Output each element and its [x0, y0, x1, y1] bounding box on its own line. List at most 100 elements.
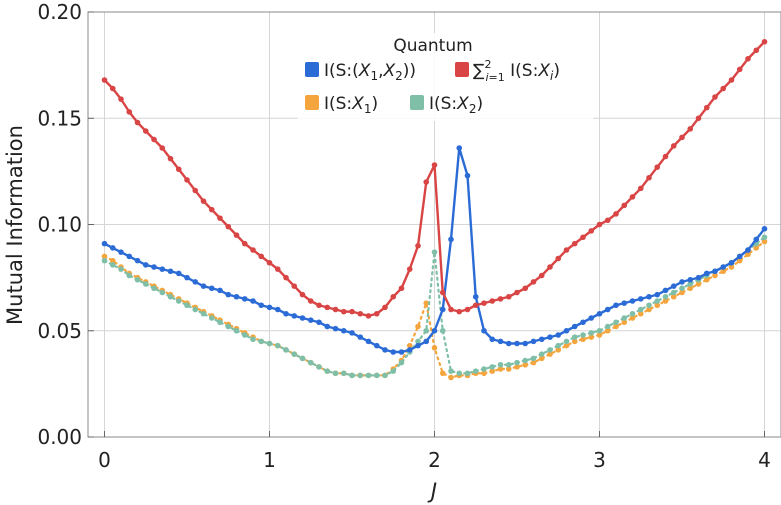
data-point: [439, 327, 446, 334]
data-point: [126, 272, 133, 279]
data-point: [654, 298, 661, 304]
data-point: [448, 236, 454, 243]
data-point: [596, 332, 603, 338]
data-point: [621, 202, 628, 209]
data-point: [571, 334, 578, 340]
data-point: [588, 315, 595, 321]
legend-label-sum: ∑2 i=1 I(S:Xi): [473, 58, 560, 84]
data-point: [118, 96, 124, 102]
data-point: [596, 221, 603, 228]
data-point: [151, 285, 157, 292]
data-point: [324, 323, 331, 330]
data-point: [118, 249, 124, 255]
data-point: [547, 347, 553, 353]
data-point: [555, 342, 562, 349]
data-point: [340, 370, 347, 377]
data-point: [712, 272, 718, 279]
data-point: [349, 330, 355, 336]
x-tick-label: 1: [263, 448, 276, 472]
data-point: [679, 134, 685, 141]
data-point: [761, 234, 768, 241]
data-point: [423, 179, 430, 185]
data-point: [580, 234, 586, 241]
data-point: [274, 342, 281, 349]
x-tick-label: 4: [758, 448, 771, 472]
data-point: [398, 359, 405, 366]
data-point: [563, 247, 570, 253]
data-point: [200, 198, 207, 204]
data-point: [588, 334, 595, 340]
legend-swatch-x1: [305, 95, 319, 110]
x-tick-label: 0: [98, 448, 111, 472]
data-point: [604, 306, 611, 313]
data-point: [274, 306, 281, 313]
data-point: [258, 253, 265, 260]
data-point: [258, 302, 265, 309]
data-point: [464, 306, 471, 313]
data-point: [167, 293, 174, 300]
data-point: [324, 368, 331, 374]
data-point: [596, 310, 603, 317]
data-point: [604, 327, 611, 334]
data-point: [563, 338, 570, 345]
data-point: [373, 342, 380, 349]
x-axis-ticks: 0 1 2 3 4: [98, 431, 771, 472]
data-point: [233, 327, 240, 334]
data-point: [208, 285, 215, 292]
data-point: [604, 217, 611, 224]
data-point: [522, 340, 529, 347]
data-point: [629, 298, 636, 304]
data-point: [745, 247, 751, 253]
data-point: [522, 361, 529, 368]
data-point: [571, 323, 578, 330]
data-point: [448, 374, 454, 381]
data-point: [423, 300, 430, 306]
data-point: [274, 266, 281, 272]
data-point: [497, 296, 504, 302]
data-point: [332, 370, 339, 377]
data-point: [175, 166, 182, 173]
data-point: [217, 215, 223, 221]
data-point: [712, 268, 718, 275]
data-point: [555, 255, 562, 262]
data-point: [489, 336, 496, 343]
data-point: [382, 304, 388, 311]
data-point: [415, 323, 421, 330]
data-point: [687, 281, 694, 287]
data-point: [505, 361, 512, 368]
series-3: [101, 234, 768, 379]
data-point: [233, 232, 240, 238]
data-point: [192, 187, 199, 194]
data-point: [505, 340, 512, 347]
data-point: [406, 347, 413, 353]
data-point: [538, 336, 545, 343]
data-point: [538, 272, 545, 279]
data-point: [390, 293, 397, 300]
data-point: [316, 302, 322, 309]
data-point: [307, 359, 314, 366]
data-point: [357, 334, 364, 340]
data-point: [703, 104, 710, 111]
data-point: [142, 281, 149, 287]
data-point: [736, 66, 743, 73]
data-point: [406, 266, 413, 272]
data-point: [291, 283, 298, 289]
data-point: [761, 38, 768, 45]
data-point: [151, 264, 157, 270]
data-point: [340, 327, 347, 334]
y-tick-label: 0.05: [37, 319, 82, 343]
data-point: [175, 270, 182, 277]
data-point: [307, 317, 314, 323]
data-point: [613, 319, 619, 326]
data-point: [629, 310, 636, 317]
data-point: [398, 285, 405, 292]
data-point: [563, 342, 570, 349]
data-point: [464, 370, 471, 377]
data-point: [283, 274, 289, 281]
data-point: [654, 291, 661, 298]
data-point: [538, 355, 545, 362]
data-point: [646, 174, 652, 181]
data-point: [431, 249, 438, 255]
data-point: [555, 332, 562, 338]
data-point: [745, 251, 751, 258]
